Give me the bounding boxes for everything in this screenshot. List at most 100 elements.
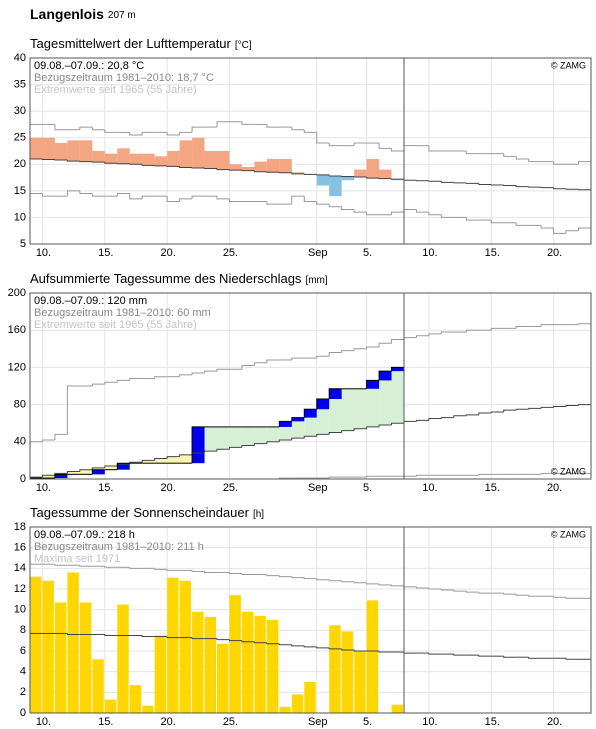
extreme-line — [540, 225, 554, 229]
maximum-line — [228, 572, 242, 574]
normal-line — [266, 642, 280, 645]
note: Extremwerte seit 1965 (55 Jahre) — [34, 319, 197, 331]
chart-unit: [h] — [253, 509, 264, 520]
x-tick-label: 15. — [98, 247, 113, 259]
extreme-line — [428, 145, 442, 152]
extreme-line — [54, 433, 68, 440]
daily-increment — [279, 421, 292, 427]
normal-line — [291, 437, 305, 440]
y-tick-label: 0 — [20, 707, 26, 719]
normal-line — [154, 458, 168, 461]
temperature-bar — [92, 151, 105, 163]
normal-line — [278, 172, 292, 174]
sum-line — [328, 388, 342, 400]
extreme-line — [291, 357, 305, 360]
maximum-line — [241, 573, 255, 576]
extreme-line — [565, 230, 579, 234]
y-tick-label: 80 — [14, 399, 26, 411]
chart-unit: [mm] — [305, 275, 327, 286]
x-tick-label: Sep — [308, 247, 328, 259]
marks — [30, 323, 591, 479]
bar — [217, 643, 229, 713]
extreme-line — [266, 201, 280, 205]
extreme-line — [540, 324, 554, 327]
normal-line — [528, 186, 542, 188]
bar — [329, 625, 341, 713]
normal-line — [478, 183, 492, 185]
y-tick-label: 0 — [20, 473, 26, 485]
normal-line — [266, 171, 280, 173]
extreme-line — [378, 143, 392, 149]
maximum-line — [166, 569, 180, 571]
x-tick-label: 10. — [36, 716, 51, 728]
y-tick-label: 160 — [8, 324, 26, 336]
normal-line — [366, 177, 380, 179]
x-tick-label: 25. — [223, 482, 238, 494]
daily-increment — [391, 367, 404, 372]
extreme-line — [191, 126, 205, 133]
x-tick-label: 5. — [363, 482, 372, 494]
note: 09.08.–07.09.: 120 mm — [34, 295, 147, 307]
daily-increment — [92, 469, 105, 475]
x-tick-label: 20. — [160, 482, 175, 494]
note: 09.08.–07.09.: 20,8 °C — [34, 60, 144, 72]
normal-line — [216, 638, 230, 641]
maximum-line — [553, 596, 567, 598]
maximum-line — [465, 591, 479, 593]
extreme-line — [241, 365, 255, 370]
normal-line — [54, 159, 68, 161]
normal-line — [91, 467, 105, 470]
deviation-fill — [241, 426, 255, 446]
normal-line — [241, 640, 255, 643]
x-tick-label: 25. — [223, 716, 238, 728]
note: Bezugszeitraum 1981–2010: 60 mm — [34, 307, 211, 319]
normal-line — [465, 414, 479, 416]
normal-line — [228, 639, 242, 642]
extreme-line — [328, 204, 342, 208]
y-tick-label: 10 — [14, 604, 26, 616]
extreme-line — [353, 209, 367, 213]
temperature-bar — [42, 137, 55, 160]
note: 09.08.–07.09.: 218 h — [34, 529, 135, 541]
extreme-line — [266, 124, 280, 128]
extreme-line — [328, 352, 342, 357]
extreme-line — [66, 190, 80, 197]
station-name: Langenlois — [30, 6, 104, 22]
bar — [229, 595, 241, 713]
normal-line — [528, 407, 542, 410]
bar — [204, 616, 216, 713]
temperature-bar — [30, 137, 43, 159]
maximum-line — [316, 578, 330, 581]
chart-title: Tagesmittelwert der Lufttemperatur [°C] — [30, 36, 252, 51]
temperature-bar — [316, 174, 330, 186]
normal-line — [503, 409, 517, 413]
temperature-bar — [142, 153, 155, 166]
extreme-line — [179, 374, 193, 377]
extreme-line — [166, 132, 180, 136]
chart-title-text: Aufsummierte Tagessumme des Niederschlag… — [30, 271, 302, 286]
normal-line — [428, 418, 442, 421]
temperature-bar — [129, 153, 143, 165]
copyright: © ZAMG — [551, 529, 586, 539]
normal-line — [553, 187, 567, 190]
normal-line — [391, 422, 404, 426]
normal-line — [353, 176, 367, 178]
extreme-line — [528, 158, 542, 163]
extreme-line — [204, 370, 217, 373]
y-tick-label: 25 — [14, 132, 26, 144]
y-tick-label: 8 — [20, 624, 26, 636]
daily-increment — [54, 474, 68, 479]
normal-line — [79, 469, 93, 472]
normal-line — [303, 173, 317, 175]
normal-line — [303, 645, 317, 648]
y-tick-label: 200 — [8, 287, 26, 299]
normal-line — [403, 179, 417, 181]
normal-line — [565, 405, 579, 407]
deviation-fill — [204, 426, 217, 452]
extreme-line — [366, 346, 380, 349]
normal-line — [428, 653, 442, 655]
x-tick-label: 15. — [485, 716, 500, 728]
deviation-fill — [167, 456, 180, 464]
maximum-line — [415, 586, 429, 589]
y-tick-label: 6 — [20, 645, 26, 657]
